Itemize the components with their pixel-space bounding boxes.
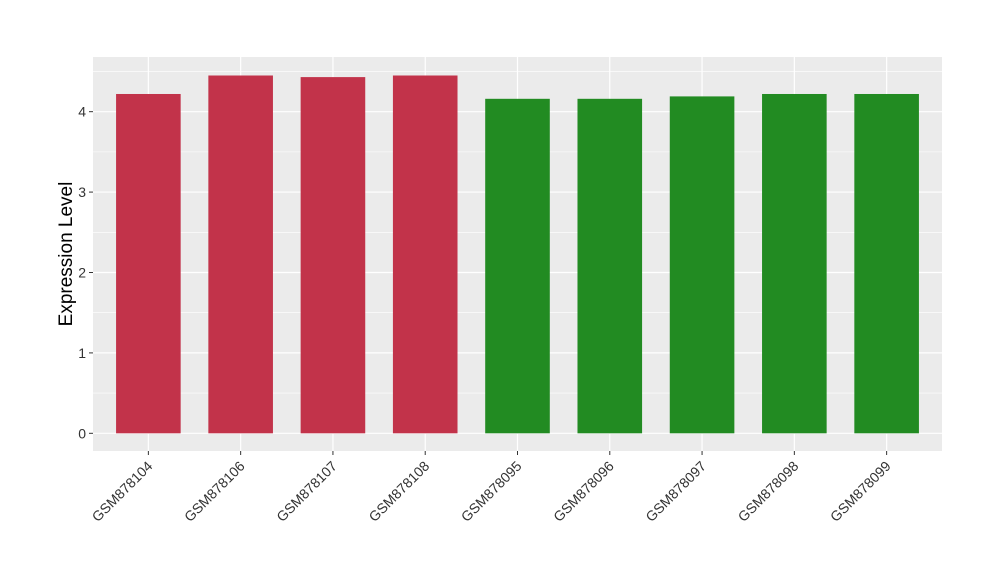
y-tick-label: 2 [78, 264, 86, 280]
x-axis: GSM878104 GSM878106 GSM878107 GSM878108 GSM8… [89, 451, 894, 525]
bar-GSM878104 [116, 93, 181, 434]
x-tick-label: GSM878108 [365, 458, 432, 525]
x-tick-label: GSM878098 [735, 458, 802, 525]
bar-GSM878095 [485, 98, 550, 434]
x-tick-label: GSM878097 [642, 458, 709, 525]
bar-GSM878099 [854, 93, 919, 434]
bar-GSM878097 [669, 96, 735, 434]
x-tick-label: GSM878107 [273, 458, 340, 525]
y-tick-label: 3 [78, 184, 86, 200]
bar-GSM878107 [300, 77, 366, 434]
bar-GSM878096 [577, 98, 643, 434]
x-tick-label: GSM878095 [458, 458, 525, 525]
x-tick-label: GSM878096 [550, 458, 617, 525]
x-tick-label: GSM878106 [181, 458, 248, 525]
y-tick-label: 4 [78, 104, 86, 120]
y-axis-label: Expression Level [56, 182, 77, 327]
y-axis: 0 1 2 3 4 [78, 104, 93, 441]
bar-GSM878106 [208, 75, 273, 434]
y-tick-label: 1 [78, 345, 86, 361]
y-tick-label: 0 [78, 425, 86, 441]
bars [116, 75, 919, 434]
bar-GSM878098 [762, 93, 827, 434]
x-tick-label: GSM878104 [89, 458, 156, 525]
bar-GSM878108 [392, 75, 458, 434]
x-tick-label: GSM878099 [827, 458, 894, 525]
